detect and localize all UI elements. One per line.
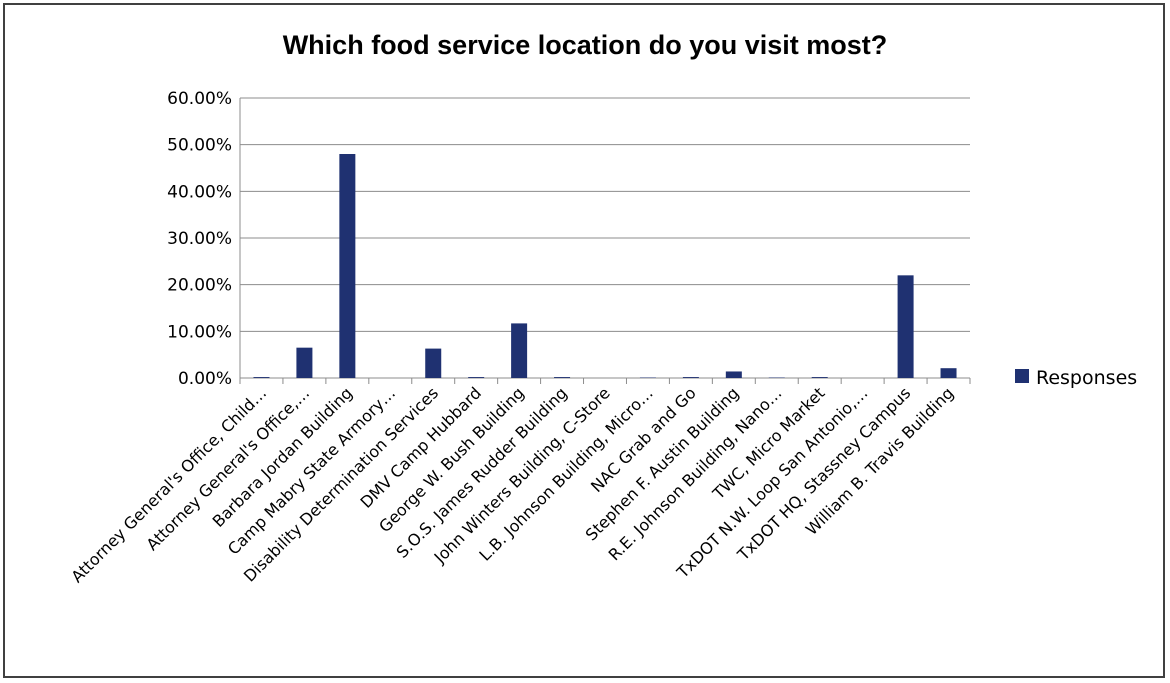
legend-swatch [1015,369,1029,383]
bar-11 [682,377,699,378]
y-tick-label: 20.00% [167,276,232,296]
bar-8 [554,377,571,378]
legend-label: Responses [1036,367,1137,389]
bar-3 [339,154,356,378]
bar-2 [296,347,313,378]
y-tick-label: 0.00% [178,369,232,389]
bar-17 [940,368,957,378]
chart-frame [3,3,1165,678]
bar-16 [897,275,914,378]
bar-7 [511,323,528,378]
y-tick-label: 10.00% [167,322,232,342]
y-tick-label: 50.00% [167,136,232,156]
bar-12 [725,371,742,378]
bar-6 [468,377,485,378]
bar-14 [811,377,828,378]
y-tick-label: 40.00% [167,182,232,202]
y-tick-label: 60.00% [167,89,232,109]
bar-5 [425,348,442,378]
bar-1 [253,377,270,378]
chart-title: Which food service location do you visit… [282,30,888,60]
y-tick-label: 30.00% [167,229,232,249]
